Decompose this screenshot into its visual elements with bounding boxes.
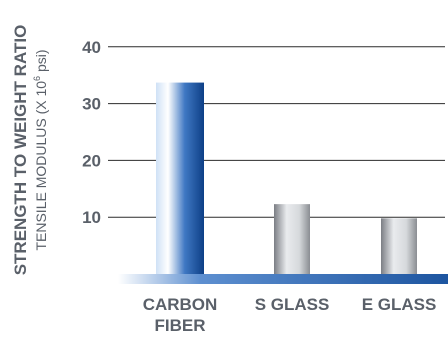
y-tick-labels: 10 20 30 40 (82, 38, 101, 227)
category-label: FIBER (155, 316, 206, 335)
y-tick-label: 10 (82, 208, 101, 227)
bar-0 (156, 82, 204, 274)
y-tick-label: 40 (82, 38, 101, 57)
bars (156, 82, 417, 274)
category-label: E GLASS (362, 295, 437, 314)
category-label: S GLASS (255, 295, 330, 314)
y-axis-subtitle: TENSILE MODULUS (X 106 psi) (32, 49, 49, 250)
bar-2 (381, 218, 417, 274)
x-axis-base (118, 274, 448, 284)
category-labels: CARBON FIBER S GLASS E GLASS (143, 295, 437, 335)
y-tick-label: 20 (82, 151, 101, 170)
y-axis-title: STRENGTH TO WEIGHT RATIO (11, 25, 30, 276)
y-tick-label: 30 (82, 95, 101, 114)
bar-1 (274, 204, 310, 274)
category-label: CARBON (143, 295, 218, 314)
